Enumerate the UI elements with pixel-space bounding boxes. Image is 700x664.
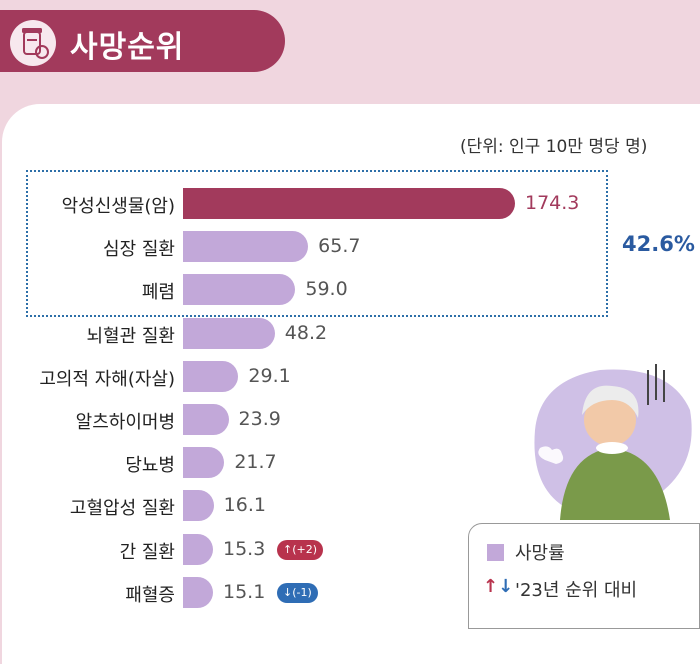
arrow-down-icon: ↓	[283, 585, 293, 599]
rank-change-label: (+2)	[292, 542, 318, 556]
unit-note: (단위: 인구 10만 명당 명)	[460, 137, 648, 157]
legend-label-rate: 사망률	[515, 543, 565, 564]
data-label: 23.9	[238, 408, 281, 430]
bar	[183, 490, 214, 522]
category-label: 고의적 자해(자살)	[39, 368, 175, 390]
rank-up-badge: ↑(+2)	[277, 539, 324, 560]
bar	[183, 576, 213, 608]
category-label: 폐렴	[141, 282, 175, 304]
data-label: 15.3	[223, 537, 266, 560]
data-label: 48.2	[284, 321, 328, 344]
bar	[183, 404, 229, 435]
category-label: 당뇨병	[125, 455, 175, 477]
data-label: 65.7	[318, 235, 361, 258]
data-label: 15.1	[223, 580, 266, 603]
data-label: 16.1	[223, 494, 266, 517]
bar	[183, 447, 225, 479]
bar	[183, 360, 239, 392]
bar	[183, 533, 213, 565]
legend: 사망률 ↑↓ '23년 순위 대비	[468, 523, 700, 629]
rank-change-label: (-1)	[292, 585, 312, 599]
category-label: 알츠하이머병	[75, 412, 175, 433]
elderly-person-illustration	[534, 364, 692, 520]
data-label: 59.0	[305, 278, 348, 301]
legend-label-rank-change: '23년 순위 대비	[515, 580, 638, 601]
rank-down-badge: ↓(-1)	[277, 582, 318, 603]
bar	[183, 317, 275, 349]
rank-change-arrows-icon: ↑↓	[483, 576, 514, 597]
category-label: 간 질환	[119, 541, 175, 563]
category-label: 패혈증	[125, 584, 175, 606]
top3-highlight-box	[26, 170, 608, 317]
section-title: 사망순위	[70, 30, 185, 65]
legend-swatch-rate	[487, 544, 504, 561]
category-label: 뇌혈관 질환	[86, 325, 175, 347]
data-label: 21.7	[234, 451, 277, 474]
category-label: 심장 질환	[103, 239, 175, 261]
bar	[183, 274, 296, 306]
top3-share-label: 42.6%	[622, 232, 695, 256]
category-label: 악성신생물(암)	[61, 196, 175, 217]
arrow-up-icon: ↑	[283, 542, 293, 556]
data-label: 174.3	[525, 192, 580, 214]
bar	[183, 231, 309, 263]
medicine-bottle-icon	[10, 20, 56, 66]
data-label: 29.1	[248, 364, 291, 387]
bar	[183, 188, 515, 219]
category-label: 고혈압성 질환	[69, 498, 175, 520]
